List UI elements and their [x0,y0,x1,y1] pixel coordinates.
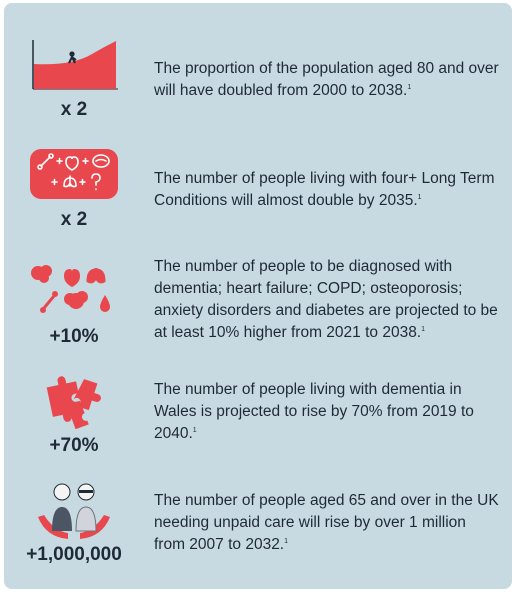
stat-description: The proportion of the population aged 80… [154,60,499,99]
stat-description: The number of people living with four+ L… [154,170,495,209]
stat-value: +1,000,000 [26,544,122,565]
stat-value: x 2 [60,99,88,120]
brain-puzzle-icon [46,376,101,429]
stat-value: +70% [49,435,99,456]
organs-icon [31,265,110,313]
stat-description: The number of people living with dementi… [154,381,474,442]
stat-description: The number of people to be diagnosed wit… [154,258,498,341]
conditions-icon [30,149,118,199]
stat-description: The number of people aged 65 and over in… [154,492,499,553]
stat-value: x 2 [60,209,88,230]
stat-value: +10% [49,326,99,347]
stats-panel: x 2 The proportion of the population age… [4,3,512,589]
carers-icon [38,483,110,539]
rising-curve-icon [32,40,118,90]
